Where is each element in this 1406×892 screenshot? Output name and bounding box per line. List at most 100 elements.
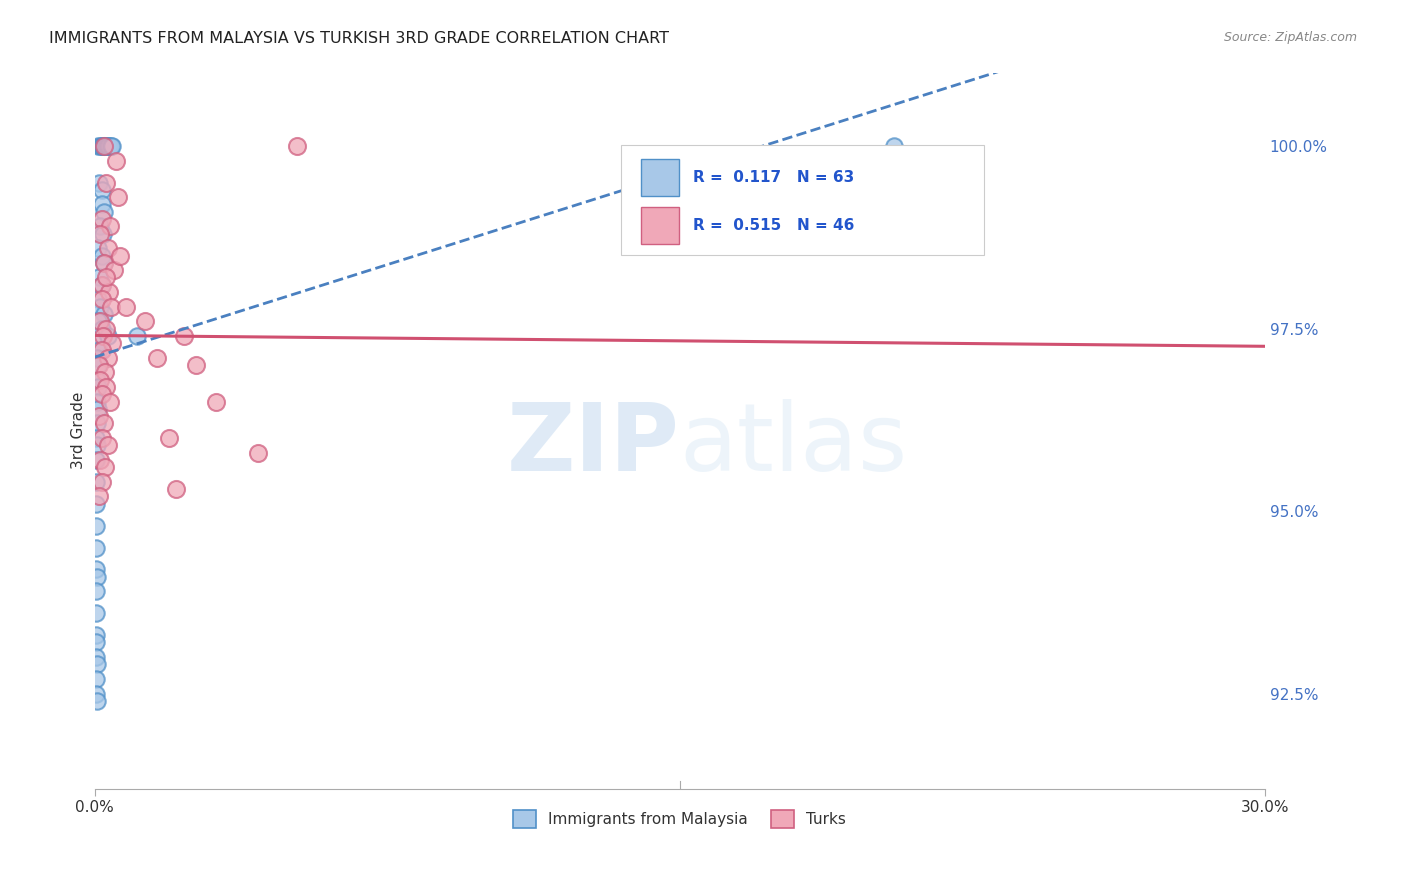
Point [157,431,180,445]
Point [98,139,121,153]
Point [87,401,110,416]
FancyBboxPatch shape [621,145,984,255]
Point [86,336,108,351]
Point [89,219,111,234]
Point [91,475,114,489]
Y-axis label: 3rd Grade: 3rd Grade [72,392,86,469]
Point [84,687,107,701]
Point [100,139,122,153]
Text: ZIP: ZIP [506,399,679,491]
Point [89,270,111,285]
Text: Source: ZipAtlas.com: Source: ZipAtlas.com [1223,31,1357,45]
Point [90,139,112,153]
Point [89,300,111,314]
Point [86,570,108,584]
Point [97,139,120,153]
Legend: Immigrants from Malaysia, Turks: Immigrants from Malaysia, Turks [508,804,852,835]
Point [89,227,111,241]
Point [91,293,114,307]
Point [89,176,111,190]
Point [93,256,115,270]
Point [84,475,107,489]
Point [91,139,114,153]
Point [86,373,108,387]
Point [103,263,125,277]
Point [94,139,117,153]
Point [89,343,111,358]
Point [86,394,108,409]
Point [86,694,108,708]
Text: R =  0.117   N = 63: R = 0.117 N = 63 [693,170,853,185]
Point [100,300,122,314]
Point [89,373,111,387]
Point [84,584,107,599]
Point [90,343,112,358]
Point [89,409,111,424]
Text: R =  0.515   N = 46: R = 0.515 N = 46 [693,218,853,233]
Point [93,307,115,321]
Point [93,139,115,153]
Point [91,277,114,292]
Point [96,380,118,394]
Point [101,336,124,351]
Point [98,285,121,299]
Point [97,438,120,452]
Point [134,314,156,328]
Point [91,227,114,241]
Point [89,358,111,372]
Point [184,358,207,372]
Point [84,497,107,511]
Point [89,314,111,328]
Point [93,139,115,153]
Point [96,176,118,190]
Point [90,431,112,445]
Point [146,351,169,365]
Point [173,328,195,343]
Point [87,241,110,255]
Point [883,139,905,153]
Point [93,417,115,431]
Point [84,518,107,533]
Point [101,139,124,153]
Point [86,293,108,307]
Bar [641,159,679,196]
Point [87,358,110,372]
Point [96,270,118,285]
Point [89,490,111,504]
Point [90,183,112,197]
Point [107,190,129,204]
Point [84,453,107,467]
Point [87,139,110,153]
Point [91,212,114,227]
Point [84,672,107,686]
Point [93,256,115,270]
Point [84,607,107,621]
Point [247,445,270,459]
Point [90,277,112,292]
Point [84,562,107,576]
Point [91,387,114,401]
Point [84,628,107,642]
Point [98,219,121,234]
Point [89,453,111,467]
Point [96,139,118,153]
Point [97,241,120,255]
Point [87,314,110,328]
Point [90,248,112,262]
Point [94,460,117,475]
Point [86,380,108,394]
Point [127,328,149,343]
Point [86,657,108,672]
Point [84,541,107,555]
Point [97,328,120,343]
Point [287,139,309,153]
Point [204,394,226,409]
Point [97,351,120,365]
Point [89,139,111,153]
Point [84,650,107,665]
Point [98,394,121,409]
Point [93,204,115,219]
Point [94,365,117,379]
Point [91,328,114,343]
Point [86,417,108,431]
